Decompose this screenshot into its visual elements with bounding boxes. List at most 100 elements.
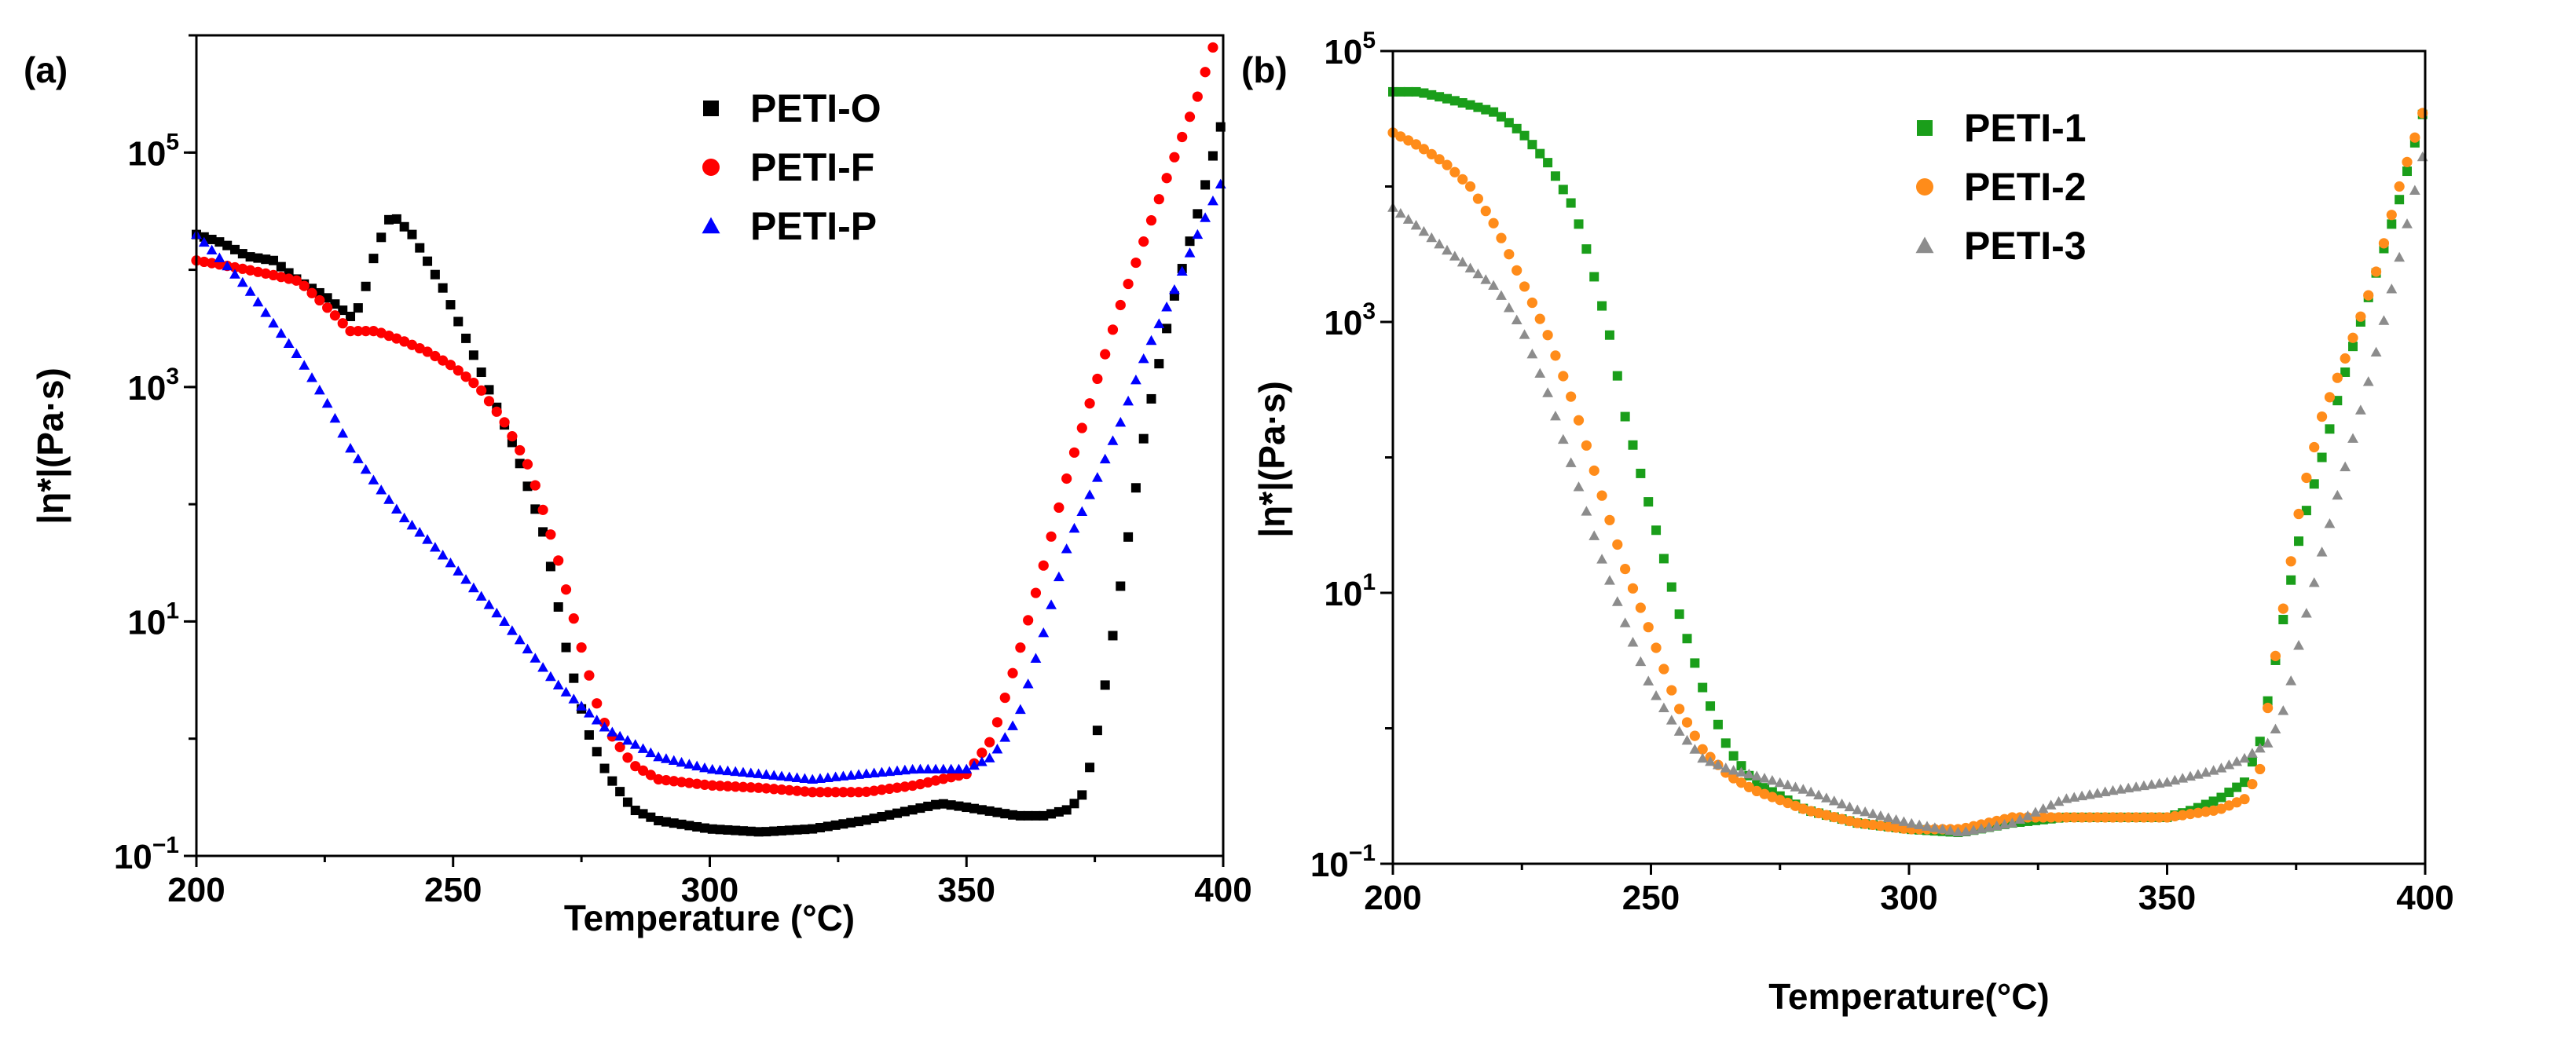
data-point — [2037, 803, 2049, 814]
data-point — [1790, 781, 1801, 792]
data-point — [1085, 762, 1095, 773]
data-point — [991, 717, 1003, 728]
data-point — [1658, 554, 1669, 564]
legend-marker — [703, 101, 719, 116]
data-point — [390, 503, 402, 514]
data-point — [1929, 822, 1940, 832]
data-point — [1519, 281, 1530, 292]
data-point — [984, 737, 995, 748]
data-point — [345, 326, 356, 337]
data-point — [1636, 468, 1646, 478]
data-point — [1882, 812, 1894, 822]
data-point — [499, 417, 510, 428]
data-point — [923, 801, 933, 811]
data-point — [808, 824, 818, 834]
data-point — [615, 787, 625, 797]
data-point — [1153, 318, 1165, 328]
data-point — [468, 350, 478, 360]
data-point — [1481, 104, 1491, 115]
data-point — [1937, 824, 1948, 834]
data-point — [552, 679, 564, 689]
data-point — [2068, 812, 2079, 823]
data-point — [715, 824, 725, 835]
data-point — [2317, 411, 2328, 422]
data-point — [622, 752, 633, 763]
data-point — [1743, 781, 1754, 792]
data-point — [1108, 631, 1118, 641]
data-point — [1735, 777, 1747, 788]
data-point — [1504, 118, 1514, 128]
data-point — [1007, 720, 1018, 730]
data-point — [1410, 220, 1422, 230]
data-point — [2277, 705, 2289, 715]
data-point — [2200, 806, 2211, 817]
panel-a-y-axis-title: |η*|(Pa·s) — [30, 367, 71, 525]
data-point — [684, 821, 694, 831]
data-point — [2177, 810, 2188, 821]
data-point — [245, 265, 256, 276]
data-point — [2084, 789, 2095, 799]
panel-a-legend: PETI-O PETI-F PETI-P — [702, 86, 881, 248]
data-point — [2301, 472, 2312, 484]
data-point — [1161, 173, 1172, 184]
data-point — [2395, 195, 2405, 205]
data-point — [1890, 814, 1902, 824]
data-point — [2325, 424, 2335, 434]
data-point — [938, 773, 949, 784]
legend-marker — [1916, 178, 1933, 196]
data-point — [931, 799, 941, 810]
x-tick-label: 250 — [1622, 879, 1680, 917]
data-point — [1435, 92, 1445, 102]
data-point — [699, 779, 710, 790]
data-point — [1797, 784, 1809, 794]
data-point — [1488, 218, 1499, 229]
data-point — [776, 784, 787, 795]
data-point — [653, 751, 665, 762]
data-point — [1914, 819, 1926, 830]
legend-label: PETI-P — [750, 204, 877, 248]
data-point — [714, 764, 726, 775]
data-point — [807, 773, 819, 784]
data-point — [1411, 86, 1421, 97]
x-tick-label: 400 — [2396, 879, 2453, 917]
data-point — [884, 766, 896, 777]
data-point — [1394, 207, 1406, 218]
data-point — [1681, 734, 1693, 745]
data-point — [1698, 682, 1708, 693]
data-point — [592, 698, 603, 709]
data-point — [776, 770, 787, 781]
data-point — [2247, 757, 2257, 767]
data-point — [815, 773, 826, 783]
y-tick-label: 103 — [127, 364, 179, 408]
data-point — [1682, 634, 1692, 644]
data-point — [930, 763, 941, 773]
data-point — [515, 459, 525, 469]
data-point — [2107, 784, 2119, 795]
data-point — [330, 299, 340, 309]
data-point — [437, 550, 449, 560]
data-point — [869, 814, 879, 824]
data-point — [568, 613, 579, 624]
data-point — [1728, 751, 1739, 761]
legend-label: PETI-F — [750, 145, 874, 189]
data-point — [769, 826, 779, 836]
data-point — [799, 786, 810, 797]
x-tick-label: 250 — [424, 871, 482, 909]
data-point — [2215, 803, 2227, 814]
data-point — [854, 817, 864, 827]
panel-b-legend: PETI-1 PETI-2 PETI-3 — [1915, 106, 2087, 268]
data-point — [329, 412, 341, 423]
data-point — [522, 459, 533, 470]
panel-b-label: (b) — [1241, 49, 1288, 90]
data-point — [846, 817, 856, 828]
data-point — [299, 280, 310, 291]
data-point — [1215, 178, 1226, 189]
x-tick-label: 300 — [681, 871, 738, 909]
data-point — [1651, 525, 1662, 536]
data-point — [2285, 556, 2296, 567]
data-point — [1084, 489, 1095, 499]
data-point — [837, 787, 849, 798]
data-point — [545, 529, 556, 540]
data-point — [476, 367, 486, 378]
data-point — [2370, 346, 2382, 357]
